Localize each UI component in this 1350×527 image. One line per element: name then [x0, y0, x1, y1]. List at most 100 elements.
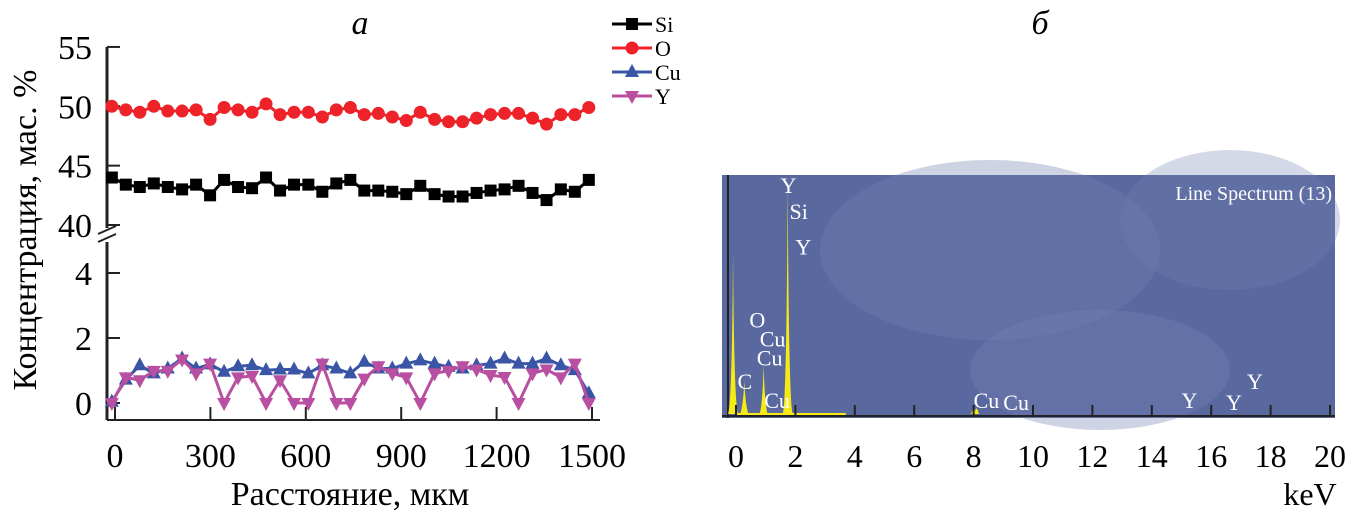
y-tick-label: 2 [75, 321, 92, 358]
data-point [330, 177, 343, 190]
data-point [511, 398, 526, 411]
data-point [287, 361, 302, 375]
data-point [483, 370, 498, 384]
data-point [245, 105, 259, 119]
data-point [273, 375, 288, 389]
spectrum-peak [728, 253, 739, 414]
x-tick-label: 16 [1195, 438, 1227, 474]
data-point [132, 357, 147, 371]
panel-a-title: а [352, 5, 369, 42]
spectrum-background [722, 175, 1335, 418]
data-point [146, 365, 161, 379]
data-point [176, 183, 189, 196]
peak-label: Cu [764, 388, 790, 413]
panel-b: б Line Spectrum (13) 0 2 4 6 8 10 12 14 16 18 20YS… [722, 5, 1346, 512]
data-point [554, 183, 567, 196]
data-point [147, 99, 161, 113]
data-point [245, 357, 260, 371]
y-axis-label: Концентрация, мас. % [7, 70, 44, 391]
data-point [288, 178, 301, 191]
data-point [132, 375, 147, 389]
data-point [399, 372, 414, 386]
data-point [274, 184, 287, 197]
data-point [554, 108, 568, 122]
data-point [553, 357, 568, 371]
data-point [231, 358, 246, 372]
data-point [399, 114, 413, 128]
peak-label: Y [781, 173, 797, 198]
data-point [105, 171, 118, 184]
data-point [455, 361, 470, 375]
data-point [119, 103, 133, 117]
data-point [147, 177, 160, 190]
data-point [161, 181, 174, 194]
data-point [133, 105, 147, 119]
data-point [343, 100, 357, 114]
data-point [358, 184, 371, 197]
spectrum-peak [782, 178, 793, 414]
data-point [343, 365, 358, 379]
data-point [470, 186, 483, 199]
peak-label: C [737, 369, 752, 394]
panel-a: а Концентрация, мас. % Расстояние, мкм 4… [7, 5, 681, 513]
data-point [386, 185, 399, 198]
data-point [484, 108, 498, 122]
data-point [203, 112, 217, 126]
x-tick-label: 12 [1076, 438, 1108, 474]
data-point [259, 97, 273, 111]
data-point [259, 398, 274, 411]
data-point [217, 100, 231, 114]
x-tick-label: 6 [906, 438, 922, 474]
data-point [568, 185, 581, 198]
y-tick-label: 40 [58, 208, 92, 245]
x-tick-label: 2 [787, 438, 803, 474]
data-point [259, 362, 274, 376]
data-point [470, 111, 484, 125]
data-point [428, 112, 442, 126]
data-point [525, 368, 540, 382]
data-point [189, 368, 204, 382]
data-point [357, 108, 371, 122]
data-point [400, 188, 413, 201]
sem-texture [820, 160, 1160, 340]
legend-item-cu: Cu [612, 60, 681, 85]
data-point [581, 398, 596, 411]
data-point [442, 190, 455, 203]
data-point [301, 105, 315, 119]
x-tick-label: 1200 [463, 438, 531, 475]
legend-item-o: O [612, 36, 671, 61]
data-point [301, 365, 316, 379]
series-o [105, 97, 596, 131]
data-point [315, 358, 330, 372]
data-point [385, 368, 400, 382]
y-tick-label: 45 [58, 149, 92, 186]
data-point [469, 364, 484, 378]
x-axis-label: Расстояние, мкм [231, 476, 470, 513]
data-point [512, 106, 526, 120]
data-point [357, 373, 372, 387]
data-point [231, 103, 245, 117]
data-point [246, 182, 259, 195]
data-point [413, 105, 427, 119]
peak-label: Cu [1003, 390, 1029, 415]
legend-label: O [655, 36, 671, 61]
y-tick-label: 0 [75, 386, 92, 423]
peak-label: Cu [974, 388, 1000, 413]
data-point [232, 181, 245, 194]
data-point [371, 106, 385, 120]
data-point [329, 360, 344, 374]
legend-label: Si [655, 12, 673, 37]
legend-item-si: Si [612, 12, 673, 37]
legend-marker [625, 64, 639, 77]
axis-break-mark [97, 225, 117, 235]
legend-label: Y [655, 84, 671, 109]
x-tick-label: 300 [185, 438, 236, 475]
data-point [540, 117, 554, 131]
data-point [118, 372, 133, 386]
data-point [498, 183, 511, 196]
data-point [414, 179, 427, 192]
data-point [329, 103, 343, 117]
panel-b-title: б [1031, 5, 1050, 42]
